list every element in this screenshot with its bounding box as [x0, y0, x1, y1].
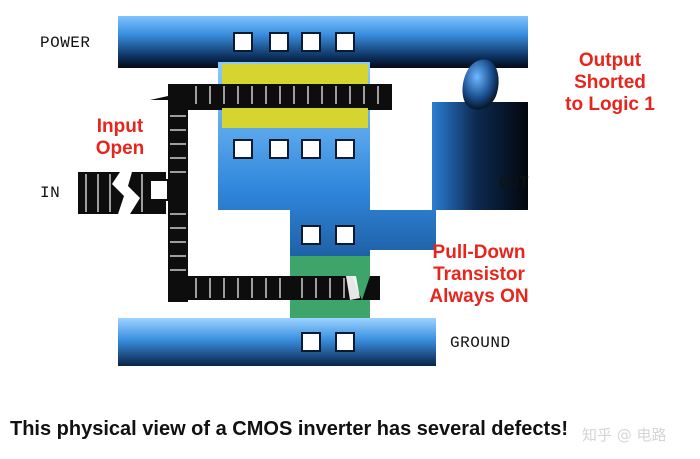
- pulldown-annotation: Pull-Down Transistor Always ON: [408, 242, 550, 308]
- input-open-annotation: Input Open: [72, 116, 168, 160]
- annotation-line: Open: [95, 138, 145, 159]
- annotation-line: Transistor: [433, 264, 525, 285]
- in-label: IN: [40, 184, 61, 202]
- contact: [335, 225, 355, 245]
- caption: This physical view of a CMOS inverter ha…: [10, 418, 568, 440]
- power-label: POWER: [40, 34, 91, 52]
- annotation-line: Shorted: [574, 72, 646, 93]
- nmos-gate-stripes: [301, 278, 345, 298]
- contact: [301, 225, 321, 245]
- contact: [269, 32, 289, 52]
- ground-rail-contacts: [301, 332, 355, 352]
- annotation-line: Pull-Down: [432, 242, 526, 263]
- contact: [335, 32, 355, 52]
- contact: [233, 32, 253, 52]
- body-contacts: [233, 139, 355, 245]
- input-wire: [78, 172, 169, 214]
- pmos-active-lower: [222, 108, 368, 128]
- power-rail-contacts: [233, 32, 355, 52]
- output-short-blob: [462, 59, 499, 110]
- output-shorted-annotation: Output Shorted to Logic 1: [540, 50, 680, 116]
- contact: [301, 332, 321, 352]
- annotation-line: to Logic 1: [565, 94, 655, 115]
- watermark: 知乎 @ 电路: [582, 426, 667, 444]
- ground-label: GROUND: [450, 334, 511, 352]
- ground-rail: [118, 318, 436, 366]
- power-rail: [118, 16, 528, 68]
- contact: [335, 139, 355, 159]
- contact: [233, 139, 253, 159]
- annotation-line: Output: [578, 50, 642, 71]
- annotation-line: Always ON: [429, 286, 529, 307]
- poly-break: [346, 276, 360, 300]
- contact: [335, 332, 355, 352]
- out-label: OUT: [499, 174, 530, 192]
- contact: [301, 139, 321, 159]
- annotation-line: Input: [96, 116, 144, 137]
- contact: [269, 139, 289, 159]
- output-metal: [432, 102, 528, 210]
- contact: [301, 32, 321, 52]
